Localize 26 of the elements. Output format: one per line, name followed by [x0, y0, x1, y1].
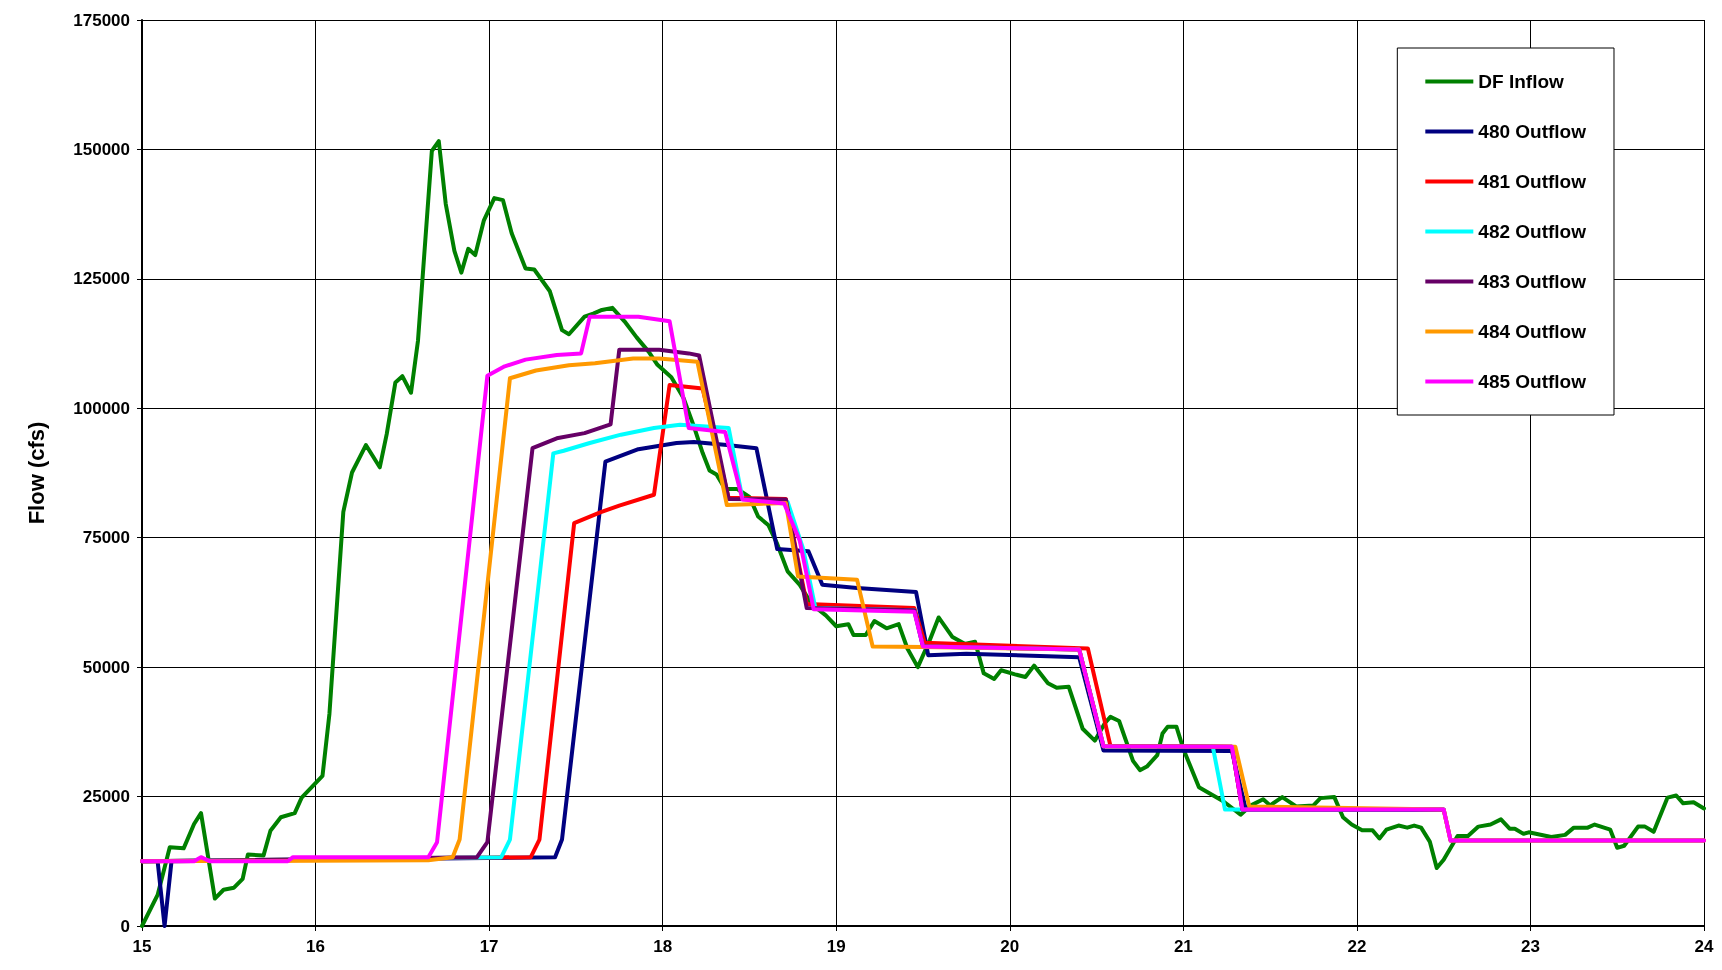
x-tick-label: 16: [306, 937, 326, 956]
x-tick-label: 21: [1173, 937, 1193, 956]
y-tick-label: 75000: [82, 528, 130, 548]
x-tick-label: 23: [1520, 937, 1540, 956]
x-tick-label: 20: [1000, 937, 1020, 956]
legend-label: 482 Outflow: [1478, 221, 1587, 242]
x-tick-label: 18: [653, 937, 673, 956]
legend-label: DF Inflow: [1478, 71, 1565, 92]
y-tick-label: 25000: [82, 787, 130, 807]
x-tick-label: 22: [1347, 937, 1367, 956]
y-tick-label: 150000: [73, 139, 130, 159]
y-tick-label: 50000: [82, 657, 130, 677]
y-tick-label: 175000: [73, 10, 130, 30]
y-tick-label: 100000: [73, 398, 130, 418]
y-tick-label: 125000: [73, 269, 130, 289]
legend-label: 485 Outflow: [1478, 371, 1587, 392]
legend-label: 480 Outflow: [1478, 121, 1587, 142]
x-tick-label: 15: [132, 937, 152, 956]
y-tick-label: 0: [120, 916, 130, 936]
legend-label: 481 Outflow: [1478, 171, 1587, 192]
legend-label: 484 Outflow: [1478, 321, 1587, 342]
y-axis-title: Flow (cfs): [23, 421, 49, 525]
x-tick-label: 17: [479, 937, 499, 956]
x-tick-label: 19: [826, 937, 846, 956]
x-tick-label: 24: [1694, 937, 1714, 956]
legend-label: 483 Outflow: [1478, 271, 1587, 292]
